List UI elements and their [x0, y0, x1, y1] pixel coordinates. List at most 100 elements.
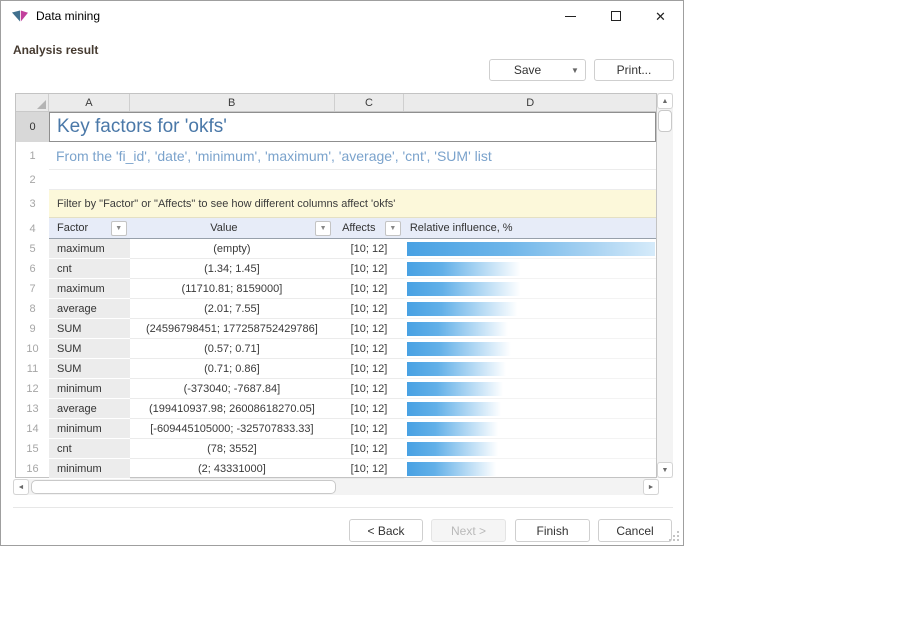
factor-cell[interactable]: minimum [49, 379, 130, 399]
empty-cell[interactable] [49, 170, 656, 190]
row-number[interactable]: 1 [29, 150, 36, 162]
grid-subtitle-cell[interactable]: From the 'fi_id', 'date', 'minimum', 'ma… [49, 142, 656, 170]
save-dropdown-icon[interactable]: ▼ [571, 65, 579, 75]
factor-cell[interactable]: average [49, 299, 130, 319]
scroll-up-button[interactable]: ▲ [657, 93, 673, 109]
influence-cell[interactable] [403, 339, 656, 359]
row-number[interactable]: 11 [26, 363, 39, 375]
affects-filter-button[interactable]: ▼ [384, 220, 401, 236]
affects-cell[interactable]: [10; 12] [334, 419, 404, 439]
filter-hint-cell[interactable]: Filter by "Factor" or "Affects" to see h… [49, 190, 656, 218]
affects-cell[interactable]: [10; 12] [334, 379, 404, 399]
factor-filter-button[interactable]: ▼ [110, 220, 127, 236]
factor-cell[interactable]: SUM [49, 319, 130, 339]
back-button[interactable]: < Back [349, 519, 423, 542]
value-cell[interactable]: (199410937.98; 26008618270.05] [129, 399, 335, 419]
row-number[interactable]: 2 [29, 174, 36, 186]
affects-cell[interactable]: [10; 12] [334, 279, 404, 299]
influence-cell[interactable] [403, 439, 656, 459]
column-header-c[interactable]: C [335, 94, 405, 111]
row-number[interactable]: 15 [26, 443, 39, 455]
value-cell[interactable]: (-373040; -7687.84] [129, 379, 335, 399]
row-number[interactable]: 14 [26, 423, 39, 435]
row-number[interactable]: 4 [29, 222, 36, 235]
influence-cell[interactable] [403, 259, 656, 279]
value-cell[interactable]: (0.57; 0.71] [129, 339, 335, 359]
horizontal-scrollbar[interactable]: ◄ ► [13, 479, 659, 495]
vertical-scrollbar[interactable]: ▲ ▼ [657, 93, 673, 478]
affects-cell[interactable]: [10; 12] [334, 399, 404, 419]
row-number[interactable]: 7 [29, 283, 36, 295]
row-number[interactable]: 13 [26, 403, 39, 415]
factor-cell[interactable]: cnt [49, 259, 130, 279]
close-button[interactable]: ✕ [638, 1, 683, 31]
grid-title-cell[interactable]: Key factors for 'okfs' [49, 112, 656, 142]
influence-cell[interactable] [403, 459, 656, 479]
resize-grip[interactable] [667, 529, 679, 541]
title-bar[interactable]: Data mining ✕ [1, 1, 683, 31]
influence-cell[interactable] [403, 319, 656, 339]
scroll-right-button[interactable]: ► [643, 479, 659, 495]
affects-cell[interactable]: [10; 12] [334, 339, 404, 359]
row-number[interactable]: 6 [29, 263, 36, 275]
value-cell[interactable]: (0.71; 0.86] [129, 359, 335, 379]
value-cell[interactable]: (1.34; 1.45] [129, 259, 335, 279]
factor-cell[interactable]: SUM [49, 359, 130, 379]
value-cell[interactable]: [-609445105000; -325707833.33] [129, 419, 335, 439]
affects-cell[interactable]: [10; 12] [334, 459, 404, 479]
factor-header-cell[interactable]: Factor ▼ [49, 218, 130, 238]
factor-cell[interactable]: minimum [49, 459, 130, 479]
value-cell[interactable]: (24596798451; 177258752429786] [129, 319, 335, 339]
scroll-down-button[interactable]: ▼ [657, 462, 673, 478]
value-cell[interactable]: (11710.81; 8159000] [129, 279, 335, 299]
row-number[interactable]: 8 [29, 303, 36, 315]
influence-header-cell[interactable]: Relative influence, % [403, 218, 656, 238]
row-number[interactable]: 12 [26, 383, 39, 395]
cancel-button[interactable]: Cancel [598, 519, 672, 542]
column-header-b[interactable]: B [130, 94, 335, 111]
minimize-button[interactable] [548, 1, 593, 31]
factor-cell[interactable]: maximum [49, 239, 130, 259]
scroll-left-button[interactable]: ◄ [13, 479, 29, 495]
row-number[interactable]: 10 [26, 343, 39, 355]
maximize-button[interactable] [593, 1, 638, 31]
factor-cell[interactable]: SUM [49, 339, 130, 359]
factor-cell[interactable]: cnt [49, 439, 130, 459]
influence-cell[interactable] [403, 279, 656, 299]
save-button[interactable]: Save ▼ [489, 59, 586, 81]
affects-cell[interactable]: [10; 12] [334, 259, 404, 279]
row-number[interactable]: 0 [16, 112, 49, 142]
row-number[interactable]: 16 [26, 463, 39, 475]
horizontal-scroll-thumb[interactable] [31, 480, 336, 494]
influence-cell[interactable] [403, 379, 656, 399]
value-filter-button[interactable]: ▼ [315, 220, 332, 236]
influence-cell[interactable] [403, 399, 656, 419]
influence-cell[interactable] [403, 359, 656, 379]
influence-cell[interactable] [403, 239, 656, 259]
finish-button[interactable]: Finish [515, 519, 590, 542]
value-cell[interactable]: (empty) [129, 239, 335, 259]
vertical-scroll-thumb[interactable] [658, 110, 672, 132]
value-header-cell[interactable]: Value ▼ [129, 218, 335, 238]
affects-cell[interactable]: [10; 12] [334, 299, 404, 319]
row-number[interactable]: 5 [29, 243, 36, 255]
value-cell[interactable]: (2; 43331000] [129, 459, 335, 479]
affects-cell[interactable]: [10; 12] [334, 359, 404, 379]
value-cell[interactable]: (78; 3552] [129, 439, 335, 459]
factor-cell[interactable]: average [49, 399, 130, 419]
column-header-a[interactable]: A [49, 94, 130, 111]
affects-cell[interactable]: [10; 12] [334, 239, 404, 259]
print-button[interactable]: Print... [594, 59, 674, 81]
row-number[interactable]: 9 [29, 323, 36, 335]
column-header-d[interactable]: D [526, 96, 535, 109]
affects-header-cell[interactable]: Affects ▼ [334, 218, 404, 238]
select-all-corner[interactable] [16, 94, 49, 111]
influence-cell[interactable] [403, 419, 656, 439]
influence-cell[interactable] [403, 299, 656, 319]
affects-cell[interactable]: [10; 12] [334, 439, 404, 459]
value-cell[interactable]: (2.01; 7.55] [129, 299, 335, 319]
factor-cell[interactable]: maximum [49, 279, 130, 299]
row-number[interactable]: 3 [29, 198, 36, 210]
factor-cell[interactable]: minimum [49, 419, 130, 439]
affects-cell[interactable]: [10; 12] [334, 319, 404, 339]
